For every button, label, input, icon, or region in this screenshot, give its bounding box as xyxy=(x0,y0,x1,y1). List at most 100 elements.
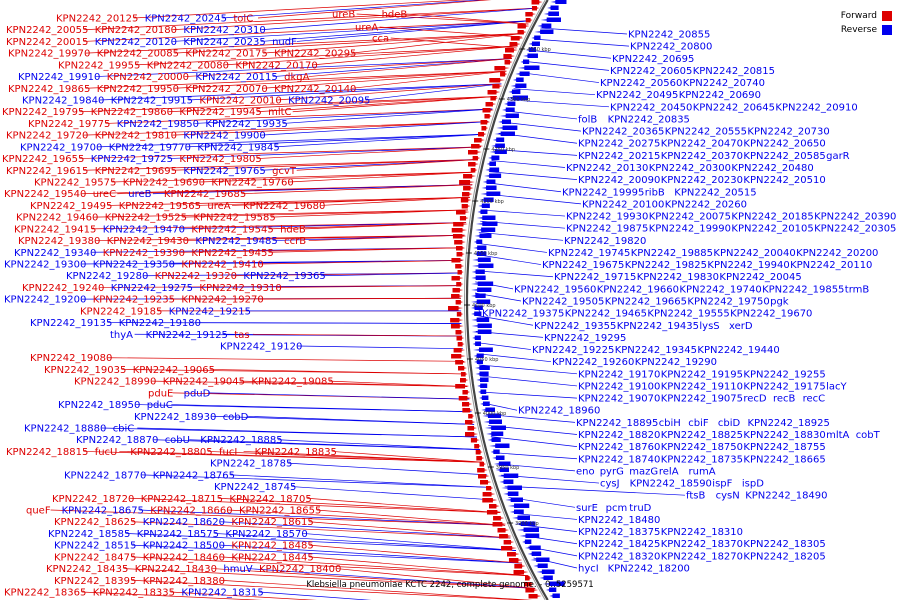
gene-label: KPN2242_18675 xyxy=(62,506,144,517)
gene-label: KPN2242_19910 xyxy=(18,72,100,83)
gene-label: KPN2242_20110 xyxy=(790,260,872,271)
leader-line xyxy=(476,342,532,350)
gene-label: KPN2242_20015 xyxy=(6,37,88,48)
gene-label: KPN2242_19865 xyxy=(8,84,90,95)
forward-gene-block xyxy=(493,516,501,521)
gene-label: truD xyxy=(629,503,651,514)
gene-label: KPN2242_19855 xyxy=(762,284,844,295)
forward-gene-block xyxy=(462,192,470,197)
gene-label: KPN2242_18760 xyxy=(578,442,660,453)
gene-label: KPN2242_18885 xyxy=(200,435,282,446)
gene-label: pduC xyxy=(147,400,173,411)
leader-line xyxy=(269,247,464,253)
leader-line xyxy=(332,451,484,463)
forward-gene-block xyxy=(481,126,487,131)
legend-label-forward: Forward xyxy=(840,11,877,21)
gene-label: KPN2242_18815 xyxy=(6,447,88,458)
gene-label: KPN2242_19065 xyxy=(133,365,215,376)
leader-line xyxy=(304,222,467,230)
gene-label: rumA xyxy=(689,466,716,477)
gene-label: KPN2242_18380 xyxy=(143,576,225,587)
leader-line xyxy=(214,533,517,551)
gene-label: KPN2242_19675 xyxy=(542,260,624,271)
gene-label: nudF xyxy=(272,37,297,48)
gene-label: KPN2242_19765 xyxy=(183,166,265,177)
reverse-gene-block xyxy=(528,47,536,52)
gene-label: KPN2242_20095 xyxy=(288,96,370,107)
leader-line xyxy=(200,171,475,183)
forward-gene-block xyxy=(457,270,462,275)
gene-label: KPN2242_18895 xyxy=(576,418,658,429)
forward-gene-block xyxy=(470,438,478,443)
gene-label: KPN2242_18500 xyxy=(143,541,225,552)
leader-line xyxy=(189,439,481,450)
forward-gene-block xyxy=(487,90,497,95)
leader-line xyxy=(222,0,485,19)
gene-label: KPN2242_18445 xyxy=(231,552,313,563)
gene-label: KPN2242_20560 xyxy=(600,78,682,89)
forward-gene-block xyxy=(489,504,497,509)
leader-line xyxy=(168,96,497,113)
gene-label: KPN2242_19290 xyxy=(635,357,717,368)
leader-line xyxy=(83,20,531,42)
gene-label: KPN2242_18570 xyxy=(225,529,307,540)
gene-label: KPN2242_19075 xyxy=(661,394,743,405)
leader-line xyxy=(287,462,488,476)
leader-line xyxy=(275,133,485,148)
gene-label: KPN2242_18990 xyxy=(74,377,156,388)
gene-label: KPN2242_18665 xyxy=(743,454,825,465)
gene-label: KPN2242_19660 xyxy=(597,284,679,295)
reverse-gene-block xyxy=(489,167,500,172)
gene-label: lysS xyxy=(699,321,719,332)
leader-line xyxy=(406,13,529,25)
forward-gene-block xyxy=(461,204,468,209)
gene-label: KPN2242_18755 xyxy=(743,442,825,453)
gene-label: trmB xyxy=(845,284,870,295)
forward-gene-block xyxy=(528,594,538,599)
forward-gene-block xyxy=(462,390,468,395)
gene-label: KPN2242_20170 xyxy=(235,60,317,71)
gene-label: garR xyxy=(826,151,850,162)
leader-line xyxy=(81,591,263,600)
gene-label: KPN2242_19750 xyxy=(687,297,769,308)
gene-label: KPN2242_19615 xyxy=(6,166,88,177)
leader-line xyxy=(210,369,466,375)
gene-label: KPN2242_19575 xyxy=(34,178,116,189)
forward-gene-block xyxy=(492,522,503,527)
gene-label: KPN2242_19300 xyxy=(4,260,86,271)
leader-line xyxy=(261,121,489,136)
gene-label: KPN2242_19875 xyxy=(566,224,648,235)
gene-label: KPN2242_19485 xyxy=(195,236,277,247)
gene-label: KPN2242_18770 xyxy=(64,470,146,481)
gene-label: KPN2242_19700 xyxy=(20,142,102,153)
gene-label: KPN2242_20120 xyxy=(95,37,177,48)
gene-label: KPN2242_19365 xyxy=(243,271,325,282)
leader-line xyxy=(336,568,536,589)
leader-line xyxy=(477,243,548,253)
forward-gene-block xyxy=(513,570,524,575)
gene-label: KPN2242_20130 xyxy=(566,163,648,174)
forward-gene-block xyxy=(514,564,523,569)
forward-gene-block xyxy=(503,54,512,59)
reverse-gene-block xyxy=(515,83,527,88)
gene-label: KPN2242_18315 xyxy=(181,588,263,599)
gene-label: cbiD xyxy=(718,418,741,429)
gene-label: KPN2242_19810 xyxy=(95,131,177,142)
gene-label: KPN2242_19260 xyxy=(552,357,634,368)
gene-label: KPN2242_20245 xyxy=(145,14,227,25)
leader-line xyxy=(308,234,465,241)
gene-label: cysN xyxy=(716,491,740,502)
gene-label: KPN2242_18395 xyxy=(54,576,136,587)
leader-line xyxy=(139,509,506,526)
gene-label: fucI xyxy=(219,447,237,458)
gene-label: KPN2242_19585 xyxy=(193,213,275,224)
forward-gene-block xyxy=(531,6,537,11)
leader-line xyxy=(111,171,475,183)
reverse-gene-block xyxy=(479,371,489,376)
leader-line xyxy=(83,7,538,31)
leader-line xyxy=(247,568,536,589)
gene-label: KPN2242_18430 xyxy=(135,564,217,575)
gene-label: KPN2242_20085 xyxy=(97,49,179,60)
gene-label: KPN2242_19680 xyxy=(243,201,325,212)
gene-label: KPN2242_19690 xyxy=(123,178,205,189)
